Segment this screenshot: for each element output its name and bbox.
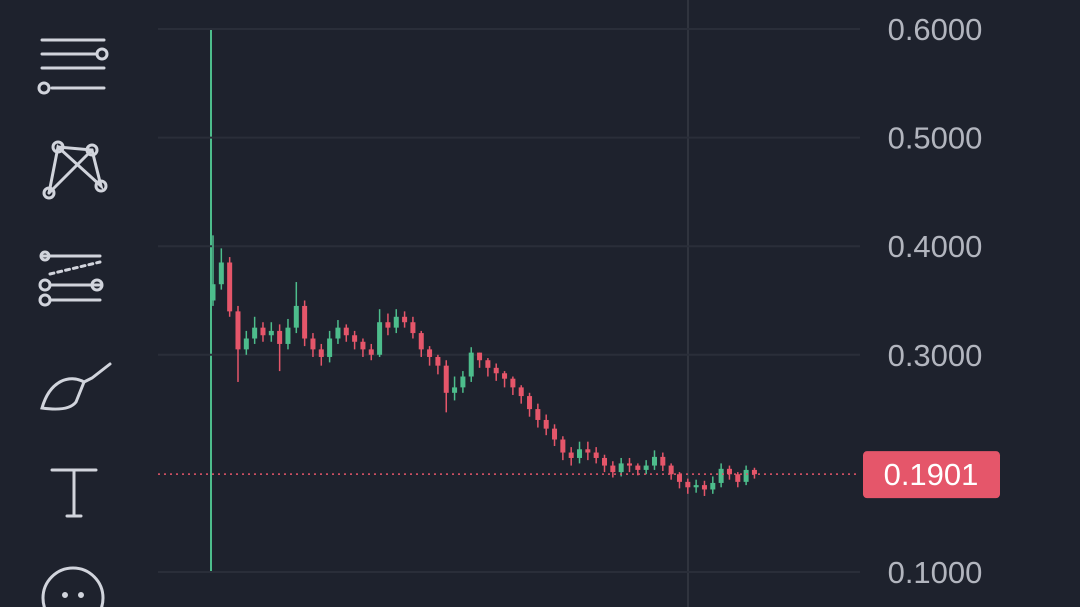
tool-lines[interactable] bbox=[37, 38, 109, 95]
candle-body bbox=[427, 349, 433, 357]
candle-body bbox=[585, 449, 591, 453]
candle-body bbox=[260, 327, 266, 336]
candle-body bbox=[327, 338, 333, 357]
candle-body bbox=[393, 316, 399, 328]
candle-body bbox=[435, 356, 441, 366]
candle-body bbox=[502, 373, 508, 379]
candle-body bbox=[310, 338, 316, 350]
candle-body bbox=[377, 322, 383, 355]
candle-body bbox=[535, 409, 541, 420]
candle-body bbox=[210, 284, 216, 301]
candle-body bbox=[443, 365, 449, 393]
candle-body bbox=[452, 387, 458, 393]
y-tick-label: 0.4000 bbox=[888, 229, 983, 264]
candle-body bbox=[668, 465, 674, 475]
candle-body bbox=[552, 428, 558, 440]
candle-body bbox=[618, 463, 624, 473]
candle-body bbox=[602, 457, 608, 466]
candle-body bbox=[701, 485, 707, 490]
candle-body bbox=[510, 378, 516, 388]
candle-body bbox=[293, 305, 299, 328]
candle-body bbox=[610, 465, 616, 473]
candle-body bbox=[710, 482, 716, 490]
y-tick-label: 0.6000 bbox=[888, 12, 983, 47]
candle-body bbox=[751, 469, 757, 475]
tool-brush[interactable] bbox=[40, 362, 112, 411]
candle-body bbox=[368, 349, 374, 355]
candle-body bbox=[285, 327, 291, 344]
candle-body bbox=[335, 327, 341, 339]
candle-body bbox=[543, 419, 549, 429]
y-tick-label: 0.5000 bbox=[888, 121, 983, 156]
y-tick-label: 0.3000 bbox=[888, 338, 983, 373]
candle-body bbox=[235, 311, 241, 350]
candle-body bbox=[518, 387, 524, 397]
candle-body bbox=[402, 316, 408, 323]
candle-body bbox=[651, 456, 657, 466]
candle-body bbox=[726, 468, 732, 475]
candle-body bbox=[743, 469, 749, 482]
candle-body bbox=[343, 327, 349, 336]
candle-body bbox=[493, 367, 499, 374]
candle-body bbox=[360, 341, 366, 350]
candle-body bbox=[693, 485, 699, 488]
candle-body bbox=[227, 262, 233, 312]
candle-body bbox=[460, 376, 466, 388]
candle-body bbox=[577, 449, 583, 458]
candle-body bbox=[627, 463, 632, 466]
tool-fib[interactable] bbox=[38, 250, 104, 307]
toolbar bbox=[37, 38, 112, 607]
candle-body bbox=[385, 322, 391, 328]
candle-body bbox=[635, 465, 641, 470]
candle-body bbox=[568, 452, 574, 458]
last-price-badge bbox=[863, 451, 1000, 499]
candle-body bbox=[268, 330, 274, 336]
candle-body bbox=[735, 474, 741, 482]
candle-body bbox=[660, 456, 666, 466]
candle-body bbox=[527, 396, 533, 410]
candle-body bbox=[302, 305, 308, 339]
candle-body bbox=[560, 439, 566, 453]
candle-body bbox=[352, 335, 358, 342]
candle-body bbox=[410, 322, 416, 334]
y-tick-label: 0.1000 bbox=[888, 555, 983, 590]
candle-body bbox=[468, 352, 474, 377]
candle-body bbox=[318, 349, 324, 357]
candle-body bbox=[718, 468, 724, 483]
candle-body bbox=[277, 330, 283, 344]
last-price-label: 0.1901 bbox=[884, 457, 979, 492]
tool-emoji[interactable] bbox=[41, 566, 105, 607]
candle-body bbox=[485, 360, 491, 368]
candle-body bbox=[593, 452, 599, 458]
candle-body bbox=[252, 327, 258, 339]
candle-body bbox=[685, 481, 691, 488]
candle-body bbox=[418, 333, 424, 350]
candle-body bbox=[676, 474, 682, 482]
candle-body bbox=[643, 465, 649, 470]
candle-body bbox=[477, 352, 483, 361]
tool-text[interactable] bbox=[50, 468, 98, 518]
candle-body bbox=[218, 262, 224, 285]
tool-pattern[interactable] bbox=[42, 140, 108, 200]
candle-body bbox=[243, 338, 249, 350]
